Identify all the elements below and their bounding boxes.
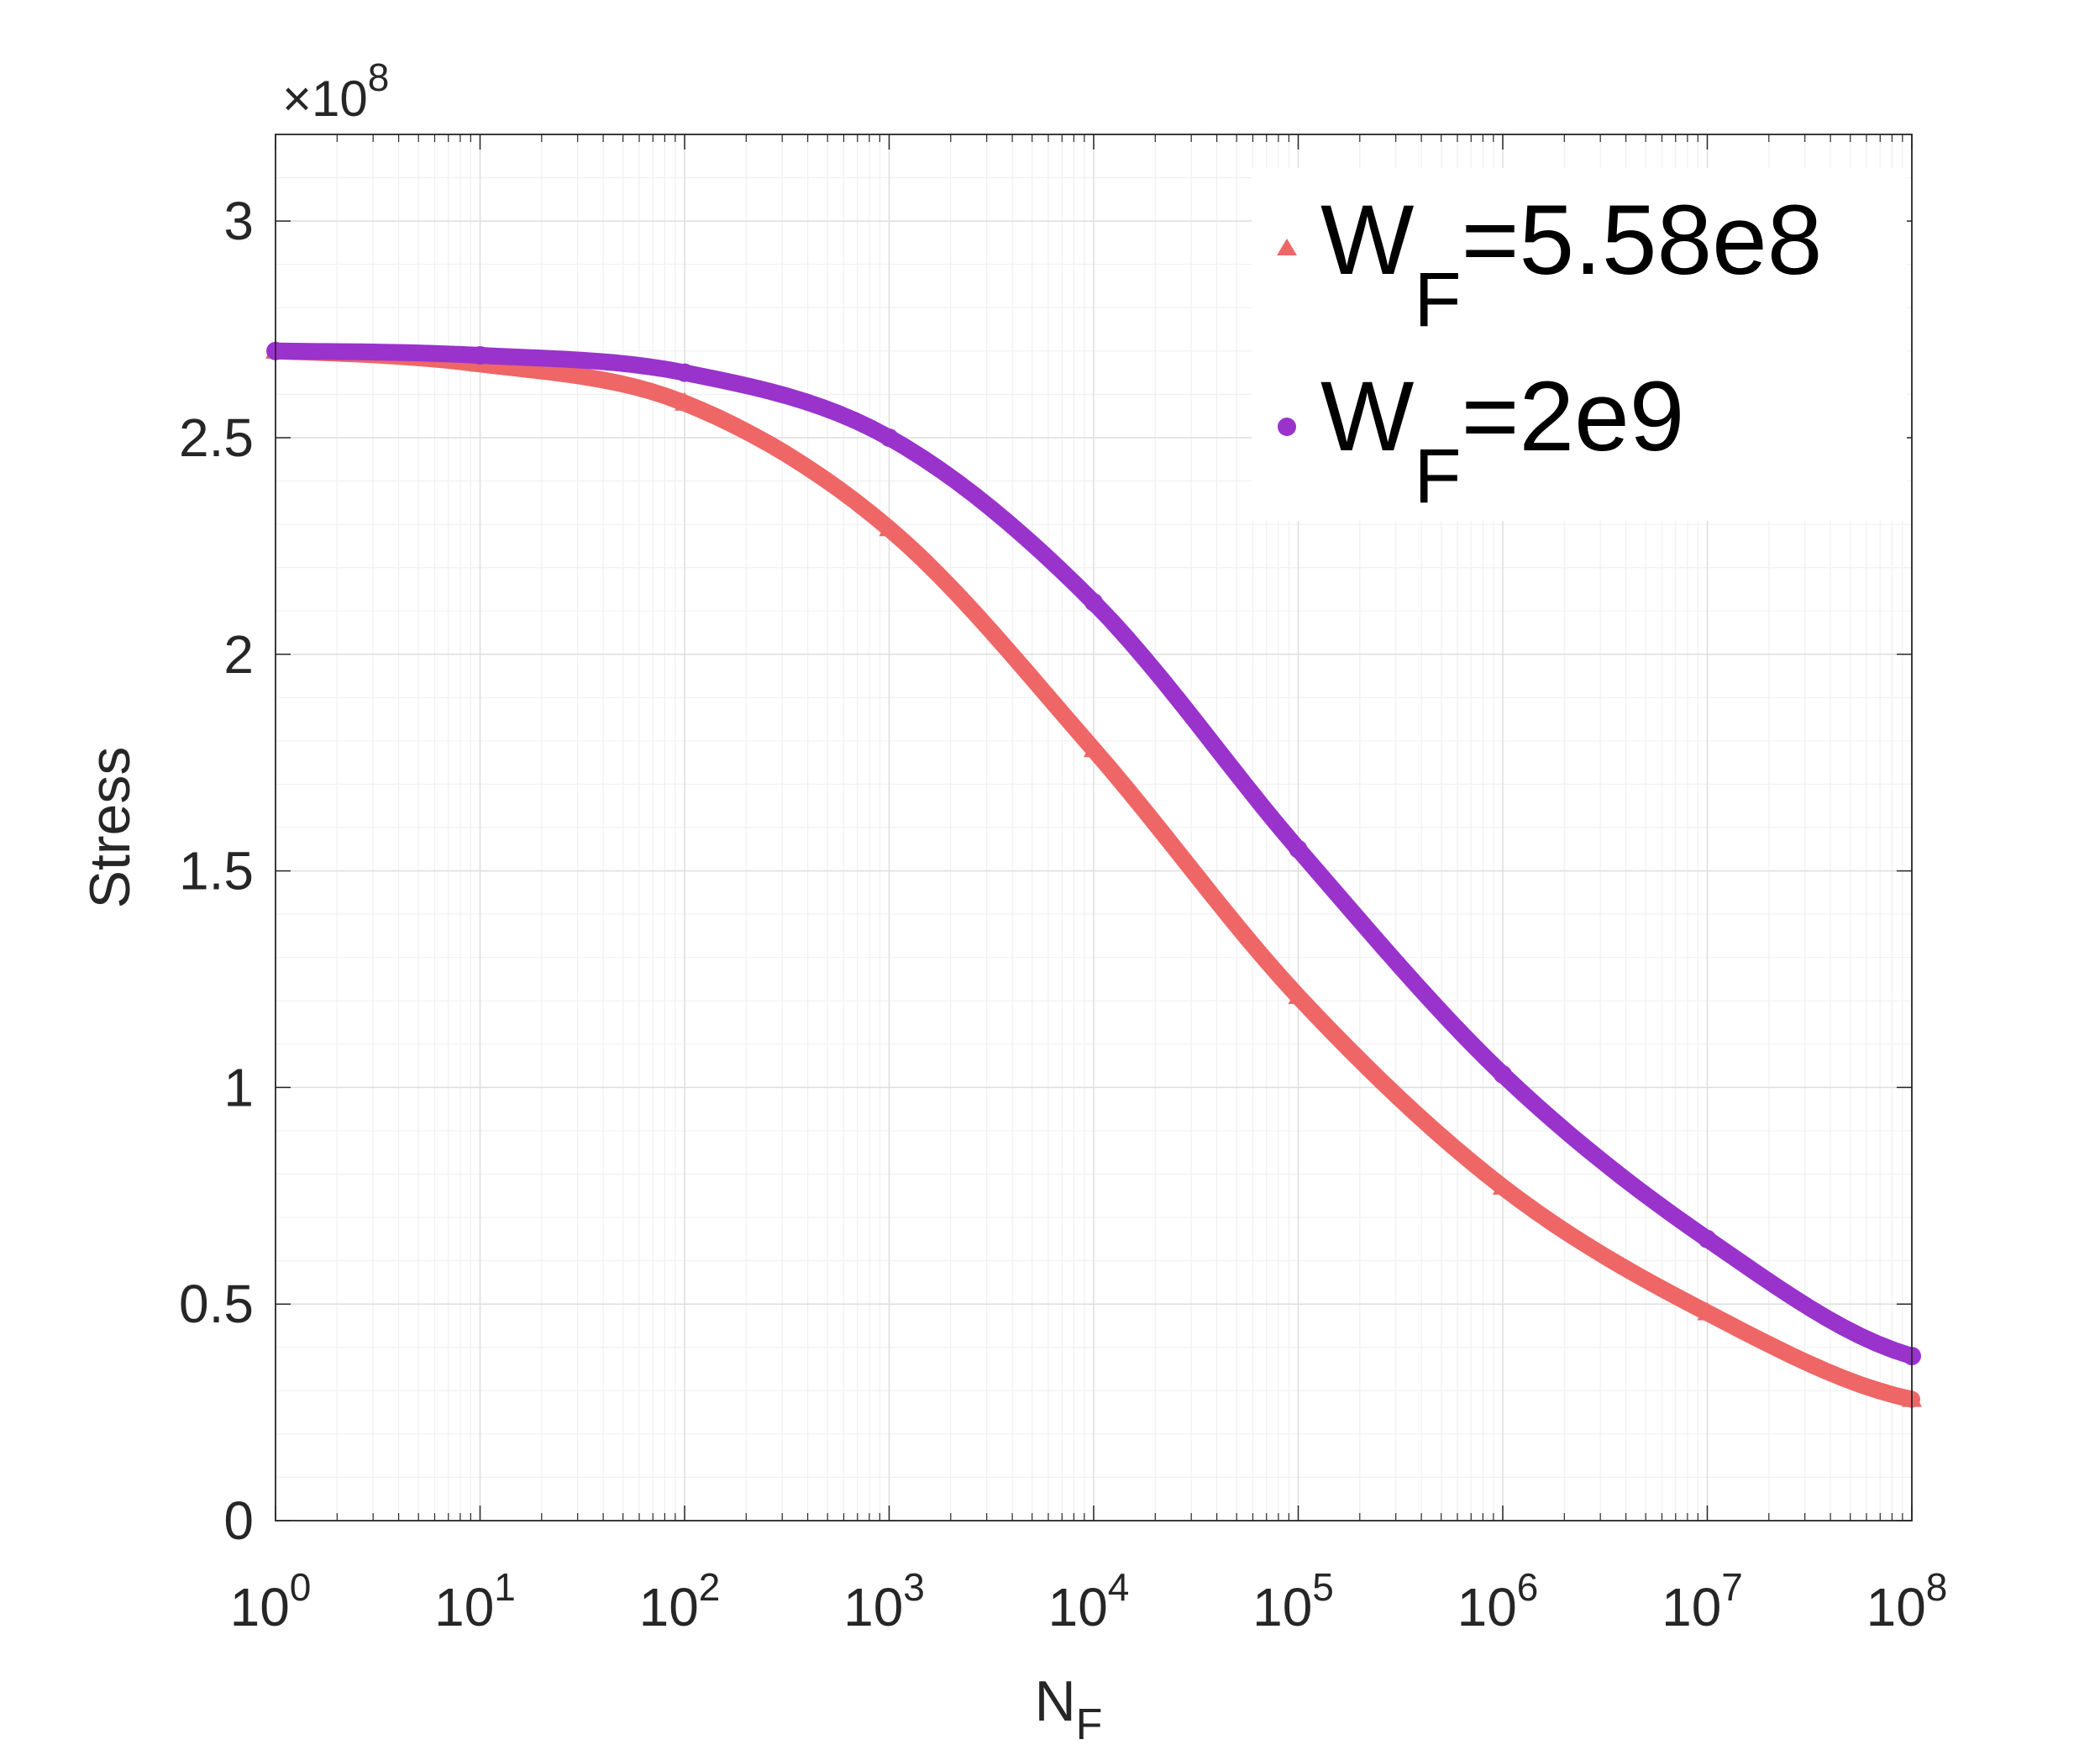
legend-label: WF=5.58e8 xyxy=(1320,185,1822,343)
x-axis-label-main: N xyxy=(1035,1669,1076,1733)
x-tick-exponent: 8 xyxy=(1926,1565,1948,1609)
legend-label-subscript: F xyxy=(1414,257,1461,343)
x-axis-label-subscript: F xyxy=(1076,1700,1103,1749)
x-tick-label: 105 xyxy=(1252,1565,1334,1637)
x-tick-base: 10 xyxy=(1252,1577,1312,1637)
legend-label-main: W xyxy=(1320,185,1414,296)
data-point xyxy=(1288,985,1309,1005)
legend-label-value: =5.58e8 xyxy=(1462,185,1823,296)
data-point xyxy=(1289,839,1308,859)
y-exponent-base: ×10 xyxy=(282,71,368,127)
data-point xyxy=(879,518,900,537)
data-point xyxy=(1084,592,1103,612)
x-tick-label: 103 xyxy=(843,1565,925,1637)
legend-entry-wf-2e9: WF=2e9 xyxy=(1278,361,1684,519)
x-tick-exponent: 1 xyxy=(494,1565,516,1609)
y-tick-label: 3 xyxy=(223,191,254,251)
x-tick-exponent: 2 xyxy=(699,1565,721,1609)
x-tick-base: 10 xyxy=(1662,1577,1721,1637)
legend-label: WF=2e9 xyxy=(1320,361,1684,519)
y-exponent-power: 8 xyxy=(368,55,390,99)
x-tick-label: 102 xyxy=(639,1565,721,1637)
x-tick-exponent: 6 xyxy=(1517,1565,1539,1609)
data-point xyxy=(879,428,899,447)
label-layer: 100 101 102 103 104 105 106 107 10800.511.522.53… xyxy=(78,55,1947,1749)
x-tick-exponent: 7 xyxy=(1721,1565,1743,1609)
x-tick-label: 108 xyxy=(1866,1565,1948,1637)
x-tick-exponent: 0 xyxy=(290,1565,312,1609)
legend-label-value: =2e9 xyxy=(1462,361,1685,472)
legend-label-subscript: F xyxy=(1414,434,1461,519)
x-tick-exponent: 4 xyxy=(1108,1565,1130,1609)
x-tick-base: 10 xyxy=(434,1577,494,1637)
legend-marker-triangle xyxy=(1277,239,1297,255)
data-point xyxy=(1494,1064,1512,1084)
x-tick-base: 10 xyxy=(230,1577,290,1637)
x-tick-label: 104 xyxy=(1048,1565,1130,1637)
y-tick-label: 2 xyxy=(223,624,254,685)
y-axis-label: Stress xyxy=(78,747,142,909)
data-point xyxy=(1697,1301,1718,1321)
data-point xyxy=(675,363,694,382)
x-tick-base: 10 xyxy=(1457,1577,1517,1637)
x-tick-label: 106 xyxy=(1457,1565,1539,1637)
x-tick-base: 10 xyxy=(639,1577,699,1637)
x-tick-label: 101 xyxy=(434,1565,516,1637)
x-axis-label: NF xyxy=(1035,1669,1103,1749)
series-layer xyxy=(265,339,1922,1408)
legend-label-main: W xyxy=(1320,361,1414,472)
y-tick-label: 0 xyxy=(223,1490,254,1551)
x-tick-base: 10 xyxy=(1866,1577,1926,1637)
y-tick-label: 1 xyxy=(223,1057,254,1117)
x-tick-label: 100 xyxy=(230,1565,312,1637)
data-point xyxy=(675,392,695,411)
legend-marker-circle xyxy=(1278,418,1296,436)
data-point xyxy=(1698,1229,1717,1248)
y-tick-label: 1.5 xyxy=(179,841,254,901)
x-tick-label: 107 xyxy=(1662,1565,1743,1637)
legend-entry-wf-5-58e8: WF=5.58e8 xyxy=(1277,185,1822,343)
data-point xyxy=(470,345,490,365)
x-tick-base: 10 xyxy=(1048,1577,1108,1637)
legend-box xyxy=(1252,168,1907,521)
y-tick-label: 0.5 xyxy=(179,1274,254,1334)
y-exponent-label: ×108 xyxy=(282,55,389,127)
x-tick-exponent: 5 xyxy=(1312,1565,1334,1609)
y-tick-label: 2.5 xyxy=(179,407,254,468)
x-tick-base: 10 xyxy=(843,1577,903,1637)
tick-layer xyxy=(275,134,1913,1521)
data-point xyxy=(1084,738,1104,758)
data-point xyxy=(1493,1175,1513,1195)
x-tick-exponent: 3 xyxy=(903,1565,925,1609)
